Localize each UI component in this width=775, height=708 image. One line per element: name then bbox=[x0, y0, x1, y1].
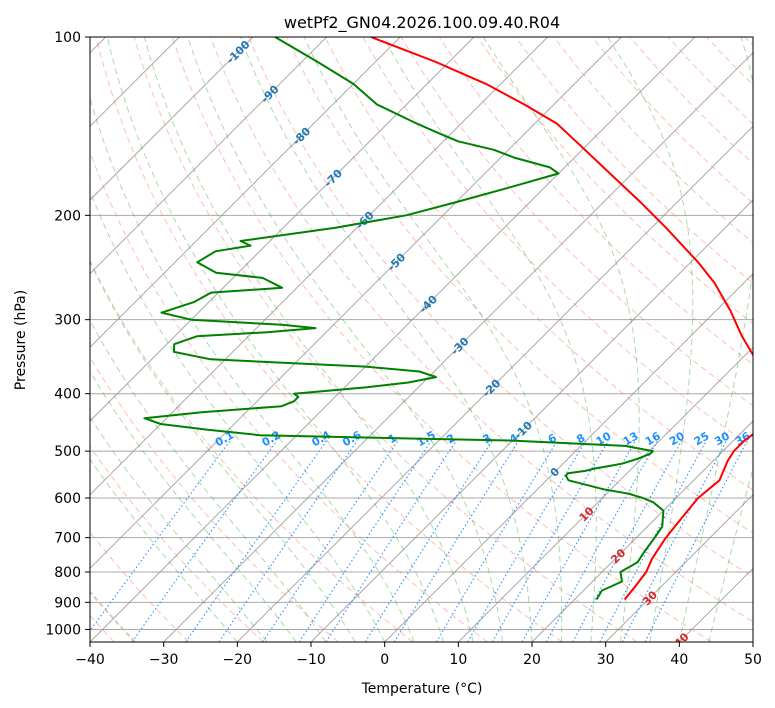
mixing-ratio-line bbox=[572, 440, 683, 642]
dry-adiabat-line bbox=[133, 37, 638, 642]
y-tick-label: 100 bbox=[54, 30, 81, 46]
moist-adiabat-line bbox=[303, 37, 563, 642]
y-axis-title: Pressure (hPa) bbox=[13, 290, 29, 390]
moist-adiabats bbox=[90, 37, 753, 642]
moist-adiabat-line bbox=[143, 37, 474, 642]
isotherm-line bbox=[531, 420, 753, 642]
moist-adiabat-line bbox=[90, 416, 268, 642]
y-tick-label: 500 bbox=[54, 444, 81, 460]
dry-adiabat-line bbox=[171, 37, 712, 642]
dry-adiabat-line bbox=[400, 37, 753, 407]
moist-adiabat-line bbox=[90, 458, 238, 642]
mixing-ratio-line bbox=[466, 440, 587, 642]
moist-adiabat-line bbox=[708, 466, 753, 642]
x-tick-label: 30 bbox=[597, 652, 615, 668]
x-tick-label: −40 bbox=[75, 652, 105, 668]
mixing-ratio-line bbox=[521, 440, 637, 642]
moist-adiabat-line bbox=[90, 319, 327, 642]
y-tick-label: 900 bbox=[54, 595, 81, 611]
moist-adiabat-line bbox=[187, 37, 503, 642]
mixing-ratio-line bbox=[545, 440, 659, 642]
moist-adiabat-line bbox=[678, 37, 753, 642]
sounding-series bbox=[143, 37, 753, 601]
isotherm-line bbox=[90, 37, 401, 349]
mixing-ratio-line bbox=[90, 440, 231, 632]
mixing-ratio-line bbox=[393, 440, 520, 642]
moist-adiabat-line bbox=[239, 37, 533, 642]
y-tick-label: 800 bbox=[54, 565, 81, 581]
isotherm-line bbox=[90, 37, 254, 201]
dry-adiabat-line bbox=[95, 37, 563, 642]
moist-adiabat-line bbox=[106, 37, 445, 642]
isotherm-line bbox=[90, 37, 328, 275]
mixing-ratio-line bbox=[364, 440, 493, 642]
y-tick-label: 600 bbox=[54, 491, 81, 507]
x-tick-label: 20 bbox=[523, 652, 541, 668]
dry-adiabat-line bbox=[591, 37, 753, 204]
y-tick-label: 400 bbox=[54, 387, 81, 403]
isotherm-line bbox=[384, 272, 753, 642]
x-axis: −40 −30 −20 −10 0 10 20 30 40 50 bbox=[75, 642, 762, 668]
isotherm-line bbox=[605, 493, 753, 642]
y-axis: 100 200 300 400 500 600 700 800 900 1000 bbox=[45, 30, 90, 638]
dry-adiabat-line bbox=[210, 37, 753, 623]
mixing-ratio-line bbox=[185, 440, 328, 642]
y-tick-label: 700 bbox=[54, 531, 81, 547]
mixing-ratio-line bbox=[644, 440, 748, 642]
isotherm-line bbox=[90, 37, 622, 570]
dry-adiabat-line bbox=[90, 445, 264, 642]
dry-adiabat-line bbox=[248, 37, 753, 578]
mixing-ratio-line bbox=[131, 440, 278, 642]
mixing-ratio-lines bbox=[90, 440, 748, 642]
isotherm-line bbox=[457, 346, 753, 642]
x-tick-label: −30 bbox=[149, 652, 179, 668]
mixing-ratio-line bbox=[491, 440, 609, 642]
isotherm-line bbox=[90, 37, 696, 642]
isotherm-line bbox=[90, 37, 475, 422]
moist-adiabat-line bbox=[90, 189, 386, 642]
x-axis-title: Temperature (°C) bbox=[361, 681, 483, 697]
y-tick-label: 300 bbox=[54, 313, 81, 329]
isotherm-line bbox=[236, 125, 753, 642]
dry-adiabats bbox=[90, 37, 753, 642]
dry-adiabat-line bbox=[477, 37, 753, 325]
x-tick-label: −10 bbox=[296, 652, 326, 668]
mixing-ratio-line bbox=[325, 440, 457, 642]
isotherm-grid bbox=[90, 37, 753, 642]
dry-adiabat-line bbox=[515, 37, 753, 284]
plot-frame bbox=[89, 36, 754, 643]
dry-adiabat-line bbox=[324, 37, 753, 491]
moist-adiabat-line bbox=[90, 260, 356, 642]
x-tick-label: 10 bbox=[449, 652, 467, 668]
dry-adiabat-line bbox=[90, 259, 414, 642]
x-tick-label: 50 bbox=[744, 652, 762, 668]
isotherm-line bbox=[90, 37, 549, 496]
mixing-ratio-line bbox=[435, 440, 558, 642]
moist-adiabat-line bbox=[90, 96, 415, 642]
isotherm-label: 40 bbox=[672, 630, 692, 650]
moist-adiabat-line bbox=[607, 37, 694, 642]
temperature-profile-line bbox=[370, 37, 753, 601]
isotherm-line bbox=[163, 51, 753, 642]
y-tick-label: 200 bbox=[54, 208, 81, 224]
mixing-ratio-line bbox=[298, 440, 432, 642]
x-tick-label: 40 bbox=[670, 652, 688, 668]
x-tick-label: 0 bbox=[380, 652, 389, 668]
chart-title: wetPf2_GN04.2026.100.09.40.R04 bbox=[284, 13, 560, 33]
y-tick-label: 1000 bbox=[45, 622, 81, 638]
moist-adiabat-line bbox=[482, 37, 640, 642]
x-tick-label: −20 bbox=[223, 652, 253, 668]
dewpoint-profile-line bbox=[143, 37, 665, 601]
dry-adiabat-line bbox=[362, 37, 753, 449]
mixing-ratio-line bbox=[262, 440, 399, 642]
moist-adiabat-line bbox=[90, 370, 297, 642]
plot-area: -100-90-80-70-60-50-40-30-20-10010203040… bbox=[90, 37, 753, 650]
dry-adiabat-line bbox=[629, 37, 753, 165]
